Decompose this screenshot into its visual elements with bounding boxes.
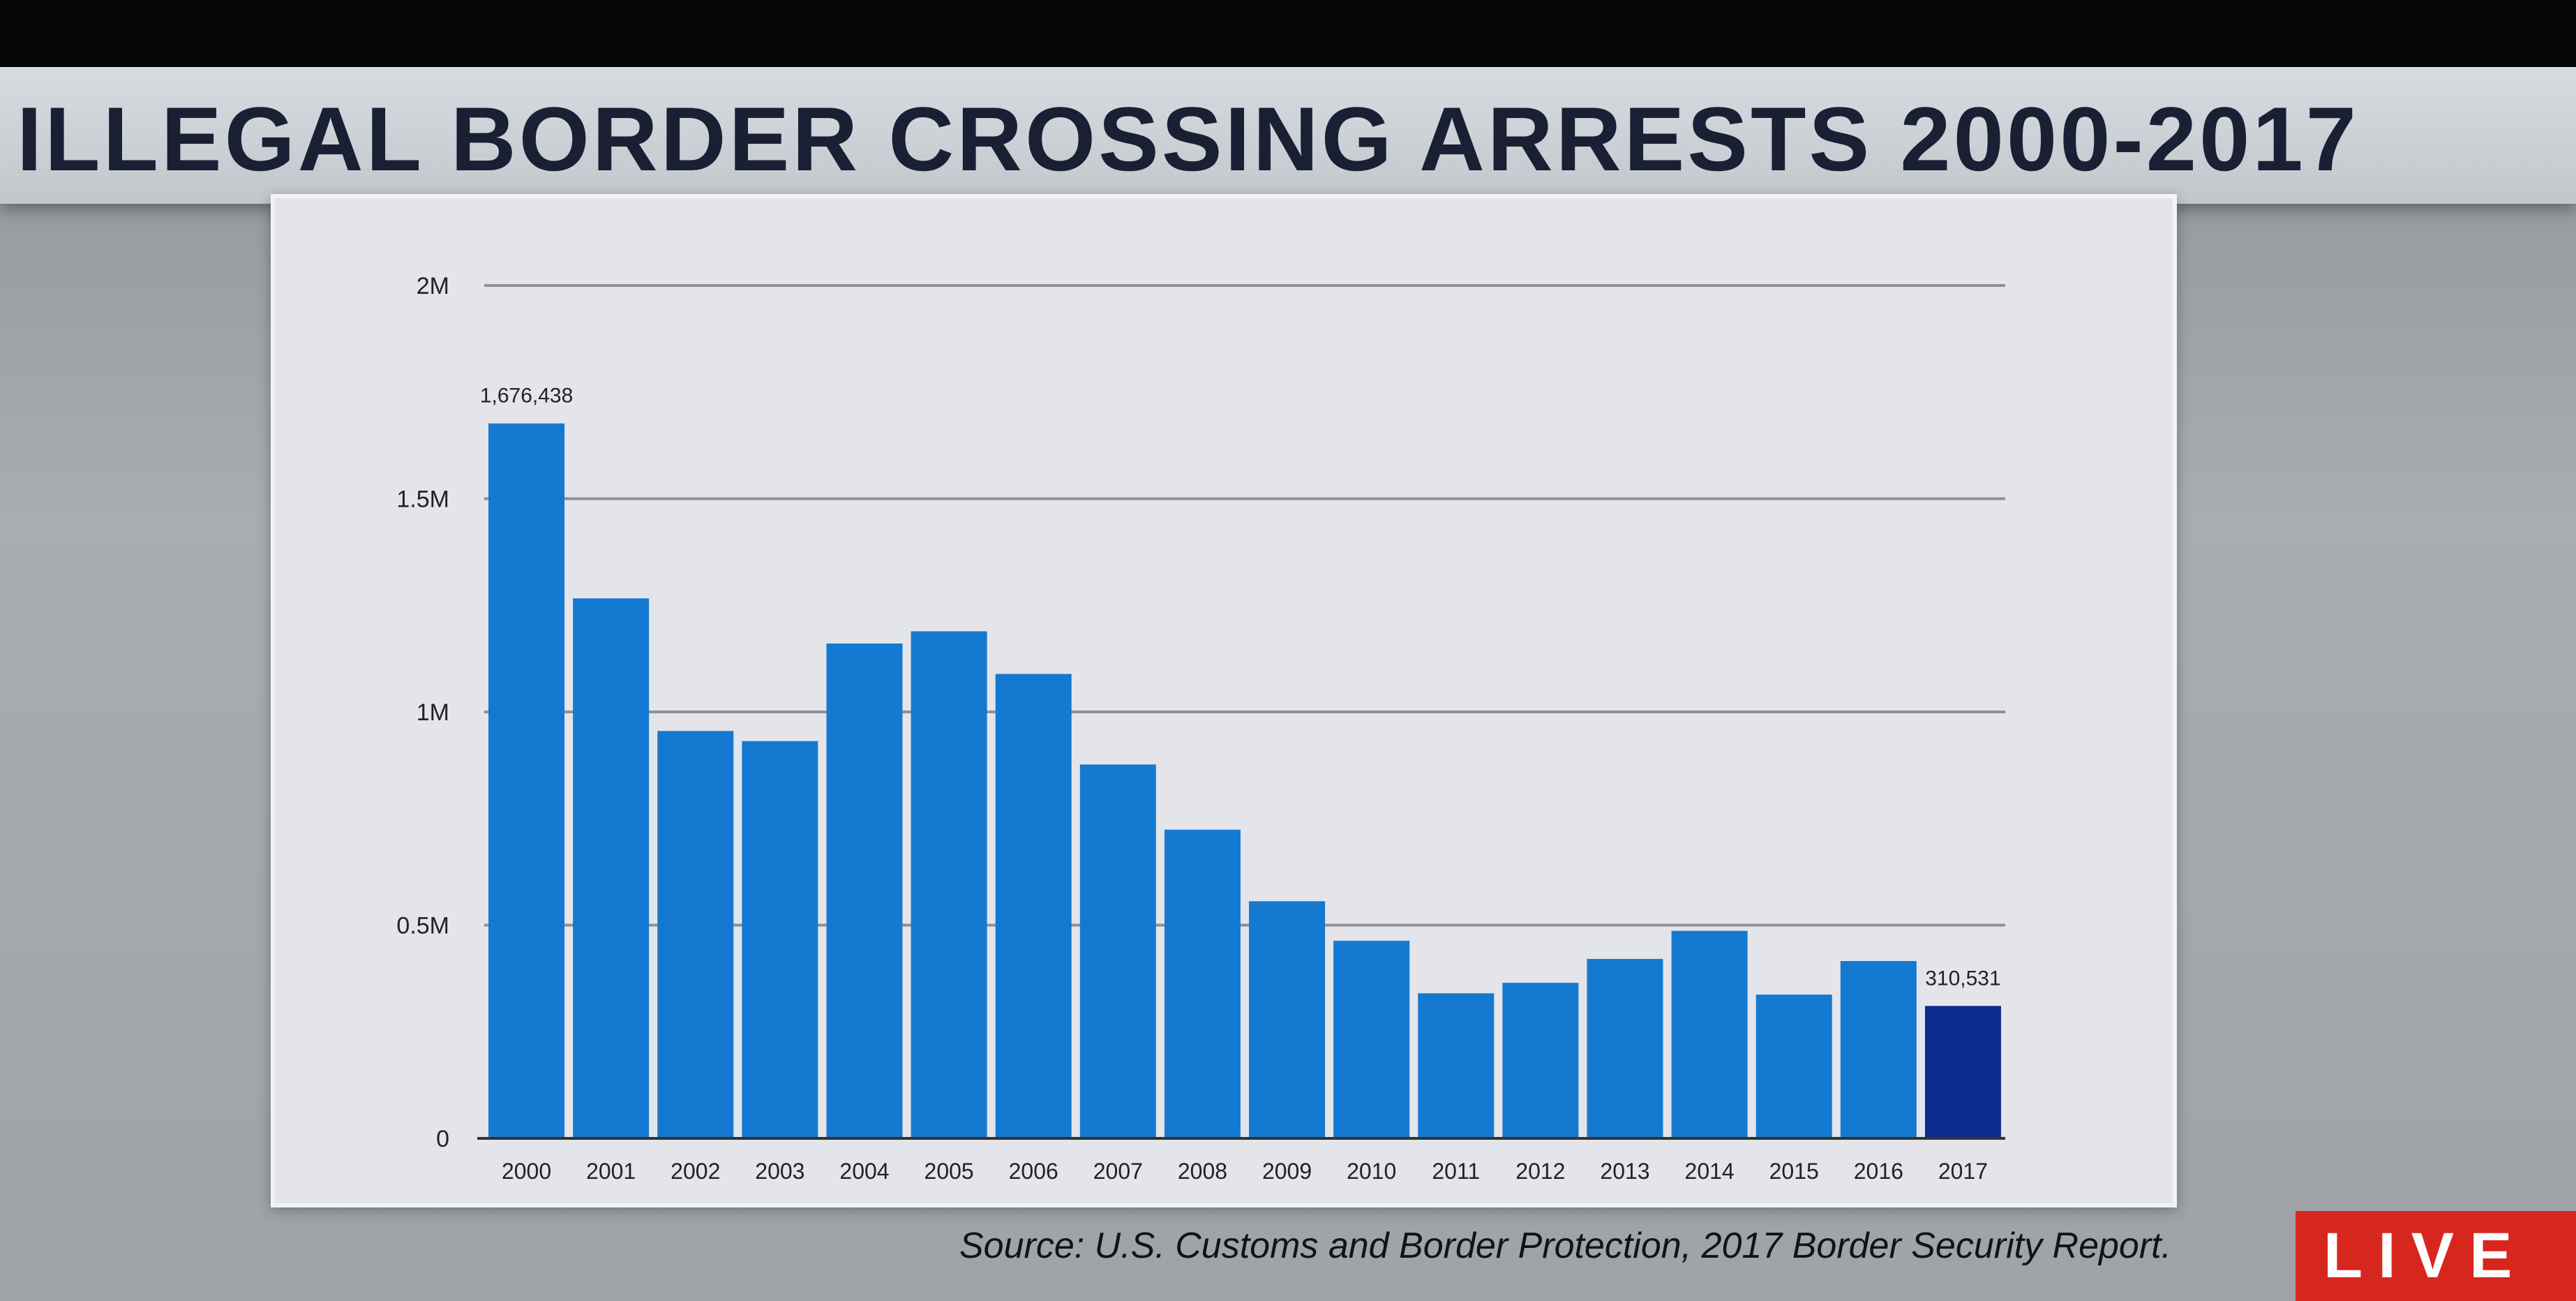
data-label: 310,531 bbox=[1925, 967, 2000, 990]
x-tick-label: 2009 bbox=[1262, 1159, 1312, 1184]
y-tick-label: 0.5M bbox=[396, 913, 449, 939]
bar-2008 bbox=[1164, 829, 1241, 1138]
y-tick-label: 2M bbox=[417, 273, 449, 299]
x-tick-label: 2008 bbox=[1178, 1159, 1227, 1184]
bar-2007 bbox=[1079, 764, 1156, 1138]
y-tick-label: 0 bbox=[436, 1126, 449, 1152]
bar-2003 bbox=[742, 741, 818, 1138]
x-tick-label: 2007 bbox=[1093, 1159, 1143, 1184]
x-tick-label: 2013 bbox=[1600, 1159, 1649, 1184]
y-tick-label: 1.5M bbox=[396, 486, 449, 513]
bar-2000 bbox=[488, 423, 565, 1138]
x-tick-label: 2001 bbox=[586, 1159, 636, 1184]
title-banner: ILLEGAL BORDER CROSSING ARRESTS 2000-201… bbox=[0, 67, 2576, 204]
live-badge: LIVE bbox=[2296, 1211, 2576, 1301]
x-tick-label: 2002 bbox=[671, 1159, 720, 1184]
bar-2006 bbox=[995, 674, 1072, 1138]
bar-2015 bbox=[1755, 995, 1832, 1138]
x-tick-label: 2005 bbox=[924, 1159, 974, 1184]
x-tick-label: 2012 bbox=[1515, 1159, 1565, 1184]
chart-panel: 0 0.5M 1M 1.5M 2M 2000 1,676,438 2001 2002 2003 20… bbox=[271, 194, 2177, 1207]
chart-title: ILLEGAL BORDER CROSSING ARRESTS 2000-201… bbox=[17, 88, 2359, 190]
source-caption: Source: U.S. Customs and Border Protecti… bbox=[959, 1226, 2172, 1266]
x-tick-label: 2010 bbox=[1347, 1159, 1396, 1184]
top-letterbox bbox=[0, 0, 2576, 70]
bar-2017 bbox=[1924, 1006, 2001, 1138]
bar-2009 bbox=[1249, 901, 1326, 1138]
bar-2002 bbox=[657, 731, 734, 1138]
x-tick-label: 2016 bbox=[1854, 1159, 1903, 1184]
bar-2004 bbox=[826, 643, 903, 1138]
x-tick-label: 2015 bbox=[1769, 1159, 1819, 1184]
data-label: 1,676,438 bbox=[480, 385, 573, 408]
bar-2005 bbox=[911, 631, 987, 1138]
x-tick-label: 2006 bbox=[1009, 1159, 1058, 1184]
x-tick-label: 2004 bbox=[839, 1159, 889, 1184]
bar-chart: 0 0.5M 1M 1.5M 2M 2000 1,676,438 2001 2002 2003 20… bbox=[396, 273, 2005, 1184]
bar-2014 bbox=[1671, 930, 1748, 1138]
bar-2001 bbox=[573, 598, 650, 1138]
x-tick-label: 2011 bbox=[1432, 1159, 1480, 1184]
bar-2010 bbox=[1333, 940, 1410, 1138]
x-tick-label: 2003 bbox=[755, 1159, 804, 1184]
x-tick-label: 2017 bbox=[1938, 1159, 1988, 1184]
x-tick-label: 2000 bbox=[502, 1159, 551, 1184]
bar-2012 bbox=[1502, 983, 1579, 1138]
bar-2011 bbox=[1418, 993, 1495, 1138]
bar-2013 bbox=[1587, 958, 1663, 1138]
x-tick-label: 2014 bbox=[1685, 1159, 1735, 1184]
y-tick-label: 1M bbox=[417, 699, 449, 726]
bar-2016 bbox=[1840, 960, 1917, 1138]
